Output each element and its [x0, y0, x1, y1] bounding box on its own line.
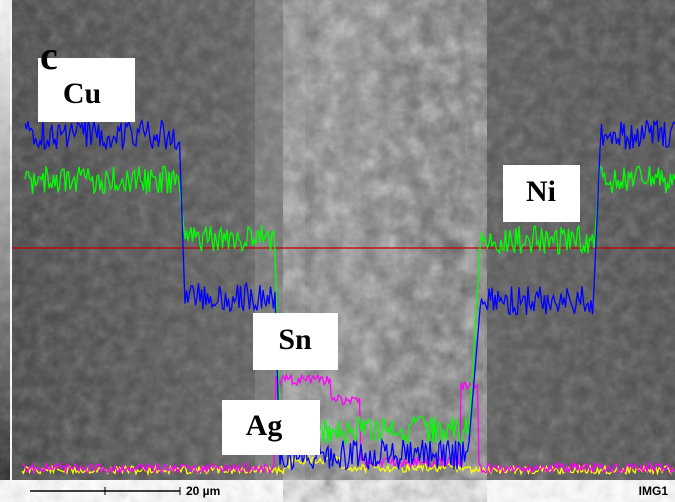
- element-label: Ag: [246, 409, 283, 442]
- gray-strip: [0, 0, 10, 480]
- element-label: Ni: [526, 175, 556, 208]
- image-id: IMG1: [639, 484, 669, 498]
- element-label: Cu: [63, 77, 101, 110]
- scale-bar-label: 20 µm: [186, 484, 220, 498]
- sem-figure: c Cu Ni Sn Ag 20 µm IMG1: [0, 0, 675, 502]
- element-label: Sn: [278, 323, 312, 356]
- panel-label: c: [40, 33, 58, 78]
